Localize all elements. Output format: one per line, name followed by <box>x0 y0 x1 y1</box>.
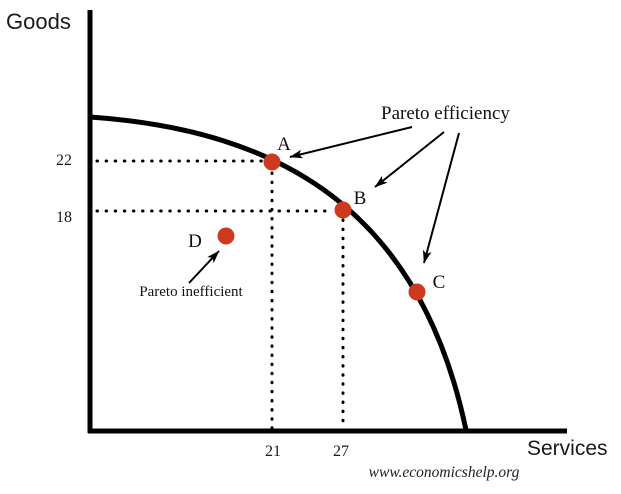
pareto-efficiency-label: Pareto efficiency <box>381 103 510 124</box>
point-d-label: D <box>188 231 202 252</box>
arrow-to-point-c <box>423 132 460 264</box>
y-tick-22: 22 <box>56 152 72 169</box>
x-axis-title: Services <box>527 437 608 460</box>
point-a-dot <box>263 153 281 171</box>
watermark-url: www.economicshelp.org <box>369 464 520 481</box>
y-axis-title: Goods <box>6 9 71 34</box>
x-tick-21: 21 <box>265 443 281 460</box>
point-b-label: B <box>354 188 367 209</box>
x-tick-27: 27 <box>333 443 349 460</box>
ppf-curve <box>87 114 469 433</box>
point-c-dot <box>408 283 426 301</box>
point-b-dot <box>334 201 352 219</box>
y-tick-18: 18 <box>56 209 72 226</box>
arrow-to-point-a <box>289 126 413 159</box>
point-d-dot <box>217 227 235 245</box>
point-c-label: C <box>433 272 446 293</box>
point-a-label: A <box>277 134 291 155</box>
pareto-inefficient-label: Pareto inefficient <box>139 284 243 300</box>
arrow-to-point-b <box>374 131 445 188</box>
arrow-to-point-d <box>188 250 220 284</box>
